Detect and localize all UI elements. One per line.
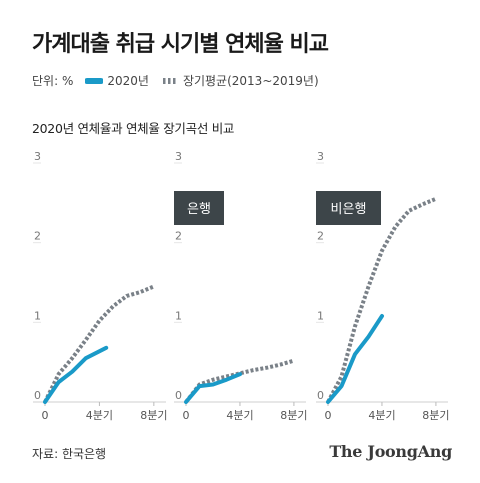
y-tick-label: 0 (175, 389, 182, 402)
legend-swatch-2020 (85, 77, 104, 84)
x-tick-label: 0 (42, 409, 49, 422)
y-tick-label: 1 (317, 309, 324, 322)
x-tick-label: 4분기 (368, 409, 395, 422)
x-tick-label: 8분기 (280, 409, 307, 422)
chart-panel-1: 0 1 2 3 0 4분기 8분기 (33, 150, 167, 422)
y-tick-label: 2 (34, 230, 41, 243)
panel-title-box (174, 191, 224, 225)
legend-label-2020: 2020년 (107, 74, 149, 88)
y-tick-label: 3 (34, 150, 41, 163)
y-tick-label: 1 (34, 309, 41, 322)
x-tick-label: 4분기 (86, 409, 113, 422)
chart-subtitle: 2020년 연체율과 연체율 장기곡선 비교 (32, 121, 235, 136)
legend-swatch-long-term-average (162, 77, 177, 84)
x-tick-label: 8분기 (422, 409, 449, 422)
chart-panel-3: 0 1 2 3 0 4분기 8분기 비은행 (316, 150, 450, 422)
chart-title: 가계대출 취급 시기별 연체율 비교 (32, 32, 329, 57)
y-tick-label: 2 (317, 230, 324, 243)
panel-title: 비은행 (331, 201, 367, 217)
long-term-average-line (326, 196, 437, 403)
unit-label: 단위: % (32, 74, 74, 88)
x-tick-label: 8분기 (140, 409, 167, 422)
long-term-average-line (184, 358, 295, 404)
legend: 단위: % 2020년 장기평균(2013~2019년) (32, 72, 319, 89)
y-tick-label: 1 (175, 309, 182, 322)
panel-title: 은행 (187, 201, 211, 217)
y-tick-label: 0 (317, 389, 324, 402)
x-tick-label: 4분기 (226, 409, 253, 422)
series-2020-line (184, 372, 242, 404)
publisher-logo: The JoongAng (329, 442, 452, 461)
legend-label-long-term-average: 장기평균(2013~2019년) (182, 74, 319, 88)
long-term-average-line (43, 284, 155, 403)
x-tick-label: 0 (325, 409, 332, 422)
y-tick-label: 0 (34, 389, 41, 402)
source-note: 자료: 한국은행 (32, 447, 107, 461)
x-tick-label: 0 (183, 409, 190, 422)
y-tick-label: 2 (175, 230, 182, 243)
y-tick-label: 3 (317, 150, 324, 163)
panel-title-box (316, 191, 381, 225)
series-2020-line (326, 314, 384, 404)
chart-panel-2: 0 1 2 3 0 4분기 8분기 은행 (174, 150, 308, 422)
y-tick-label: 3 (175, 150, 182, 163)
series-2020-line (43, 345, 109, 404)
